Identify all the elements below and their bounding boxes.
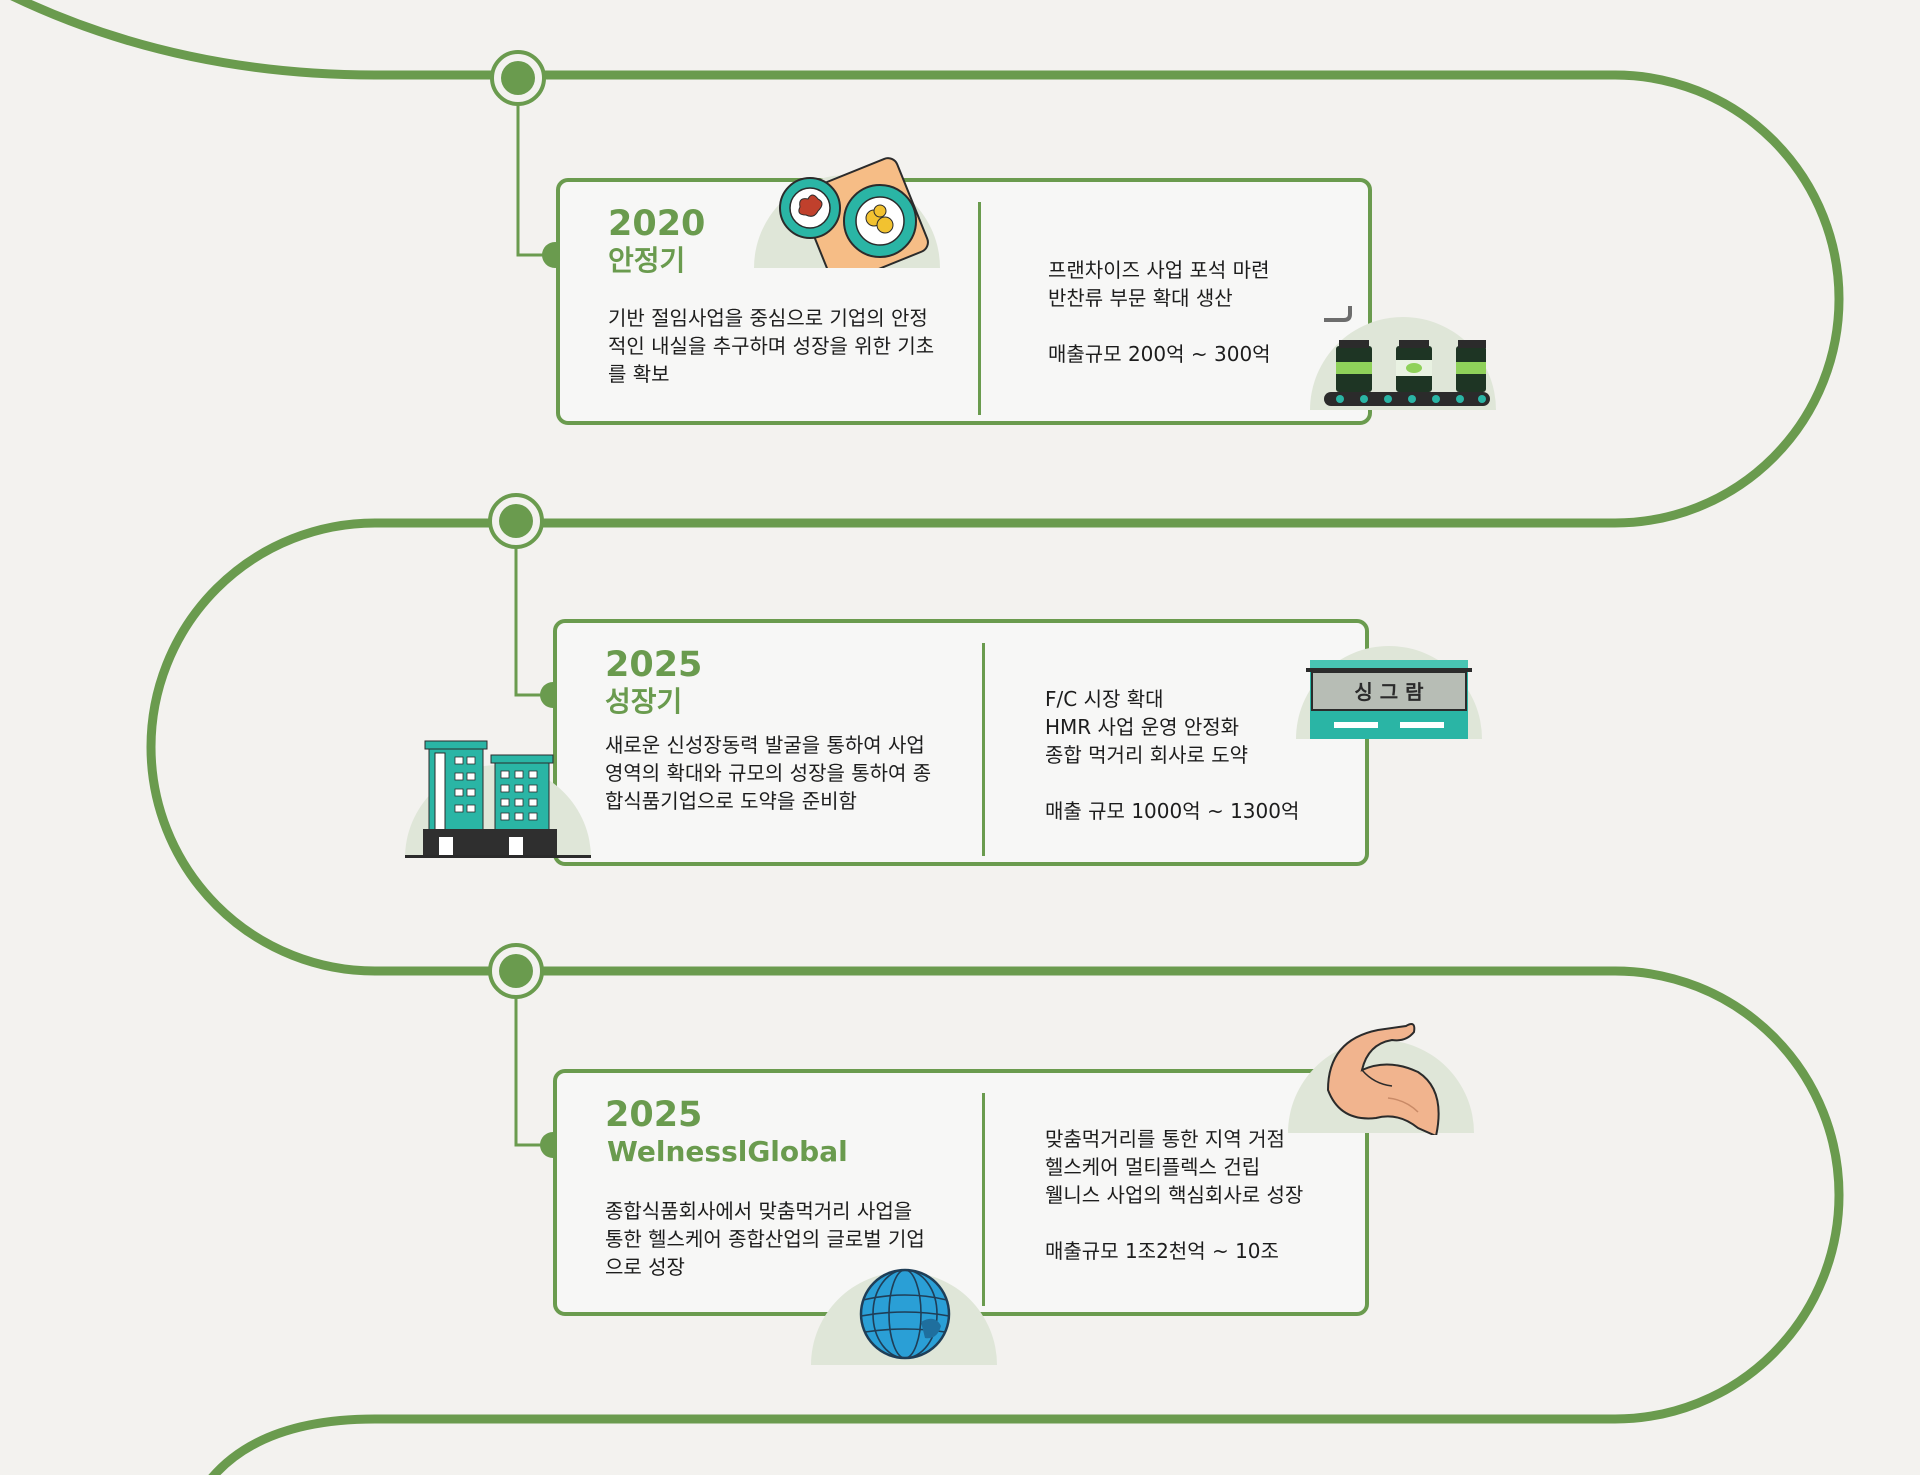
revenue-range: 매출규모 1조2천억 ~ 10조 xyxy=(1045,1239,1279,1263)
milestone-card-2025-global: 2025 WelnesslGlobal 종합식품회사에서 맞춤먹거리 사업을 통… xyxy=(553,1069,1369,1316)
milestone-details: 프랜차이즈 사업 포석 마련 반찬류 부문 확대 생산 매출규모 200억 ~ … xyxy=(1048,256,1368,368)
conveyor-jars-icon xyxy=(1310,270,1496,410)
detail-line: 맞춤먹거리를 통한 지역 거점 xyxy=(1045,1127,1285,1151)
milestone-phase: 안정기 xyxy=(608,244,686,277)
card-divider xyxy=(982,643,985,856)
globe-icon xyxy=(811,1230,997,1365)
detail-line: 프랜차이즈 사업 포석 마련 xyxy=(1048,258,1270,282)
storefront-icon: 싱 그 람 xyxy=(1296,604,1482,739)
timeline-node xyxy=(490,50,568,268)
detail-line: 종합 먹거리 회사로 도약 xyxy=(1045,743,1249,767)
buildings-icon xyxy=(405,723,591,858)
detail-line: 헬스케어 멀티플렉스 건립 xyxy=(1045,1155,1261,1179)
milestone-details: F/C 시장 확대 HMR 사업 운영 안정화 종합 먹거리 회사로 도약 매출… xyxy=(1045,685,1365,825)
milestone-year: 2025 xyxy=(605,645,703,685)
timeline-node xyxy=(488,493,566,708)
detail-line: F/C 시장 확대 xyxy=(1045,687,1164,711)
food-plates-icon xyxy=(754,133,940,268)
milestone-year: 2025 xyxy=(605,1095,703,1135)
milestone-card-2020: 2020 안정기 기반 절임사업을 중심으로 기업의 안정적인 내실을 추구하며… xyxy=(556,178,1372,425)
milestone-description: 기반 절임사업을 중심으로 기업의 안정적인 내실을 추구하며 성장을 위한 기… xyxy=(608,306,935,386)
store-sign: 싱 그 람 xyxy=(1354,680,1424,704)
milestone-card-2025-growth: 2025 성장기 새로운 신성장동력 발굴을 통하여 사업영역의 확대와 규모의… xyxy=(553,619,1369,866)
milestone-description: 새로운 신성장동력 발굴을 통하여 사업영역의 확대와 규모의 성장을 통하여 … xyxy=(605,733,932,813)
detail-line: HMR 사업 운영 안정화 xyxy=(1045,715,1240,739)
milestone-year: 2020 xyxy=(608,204,706,244)
milestone-description: 종합식품회사에서 맞춤먹거리 사업을 통한 헬스케어 종합산업의 글로벌 기업으… xyxy=(605,1199,925,1279)
flexed-arm-icon xyxy=(1288,1000,1474,1135)
milestone-phase: 성장기 xyxy=(605,685,683,718)
detail-line: 웰니스 사업의 핵심회사로 성장 xyxy=(1045,1183,1304,1207)
revenue-range: 매출규모 200억 ~ 300억 xyxy=(1048,342,1271,366)
milestone-details: 맞춤먹거리를 통한 지역 거점 헬스케어 멀티플렉스 건립 웰니스 사업의 핵심… xyxy=(1045,1125,1365,1265)
revenue-range: 매출 규모 1000억 ~ 1300억 xyxy=(1045,799,1300,823)
milestone-phase: WelnesslGlobal xyxy=(607,1135,848,1168)
card-divider xyxy=(978,202,981,415)
card-divider xyxy=(982,1093,985,1306)
detail-line: 반찬류 부문 확대 생산 xyxy=(1048,286,1233,310)
